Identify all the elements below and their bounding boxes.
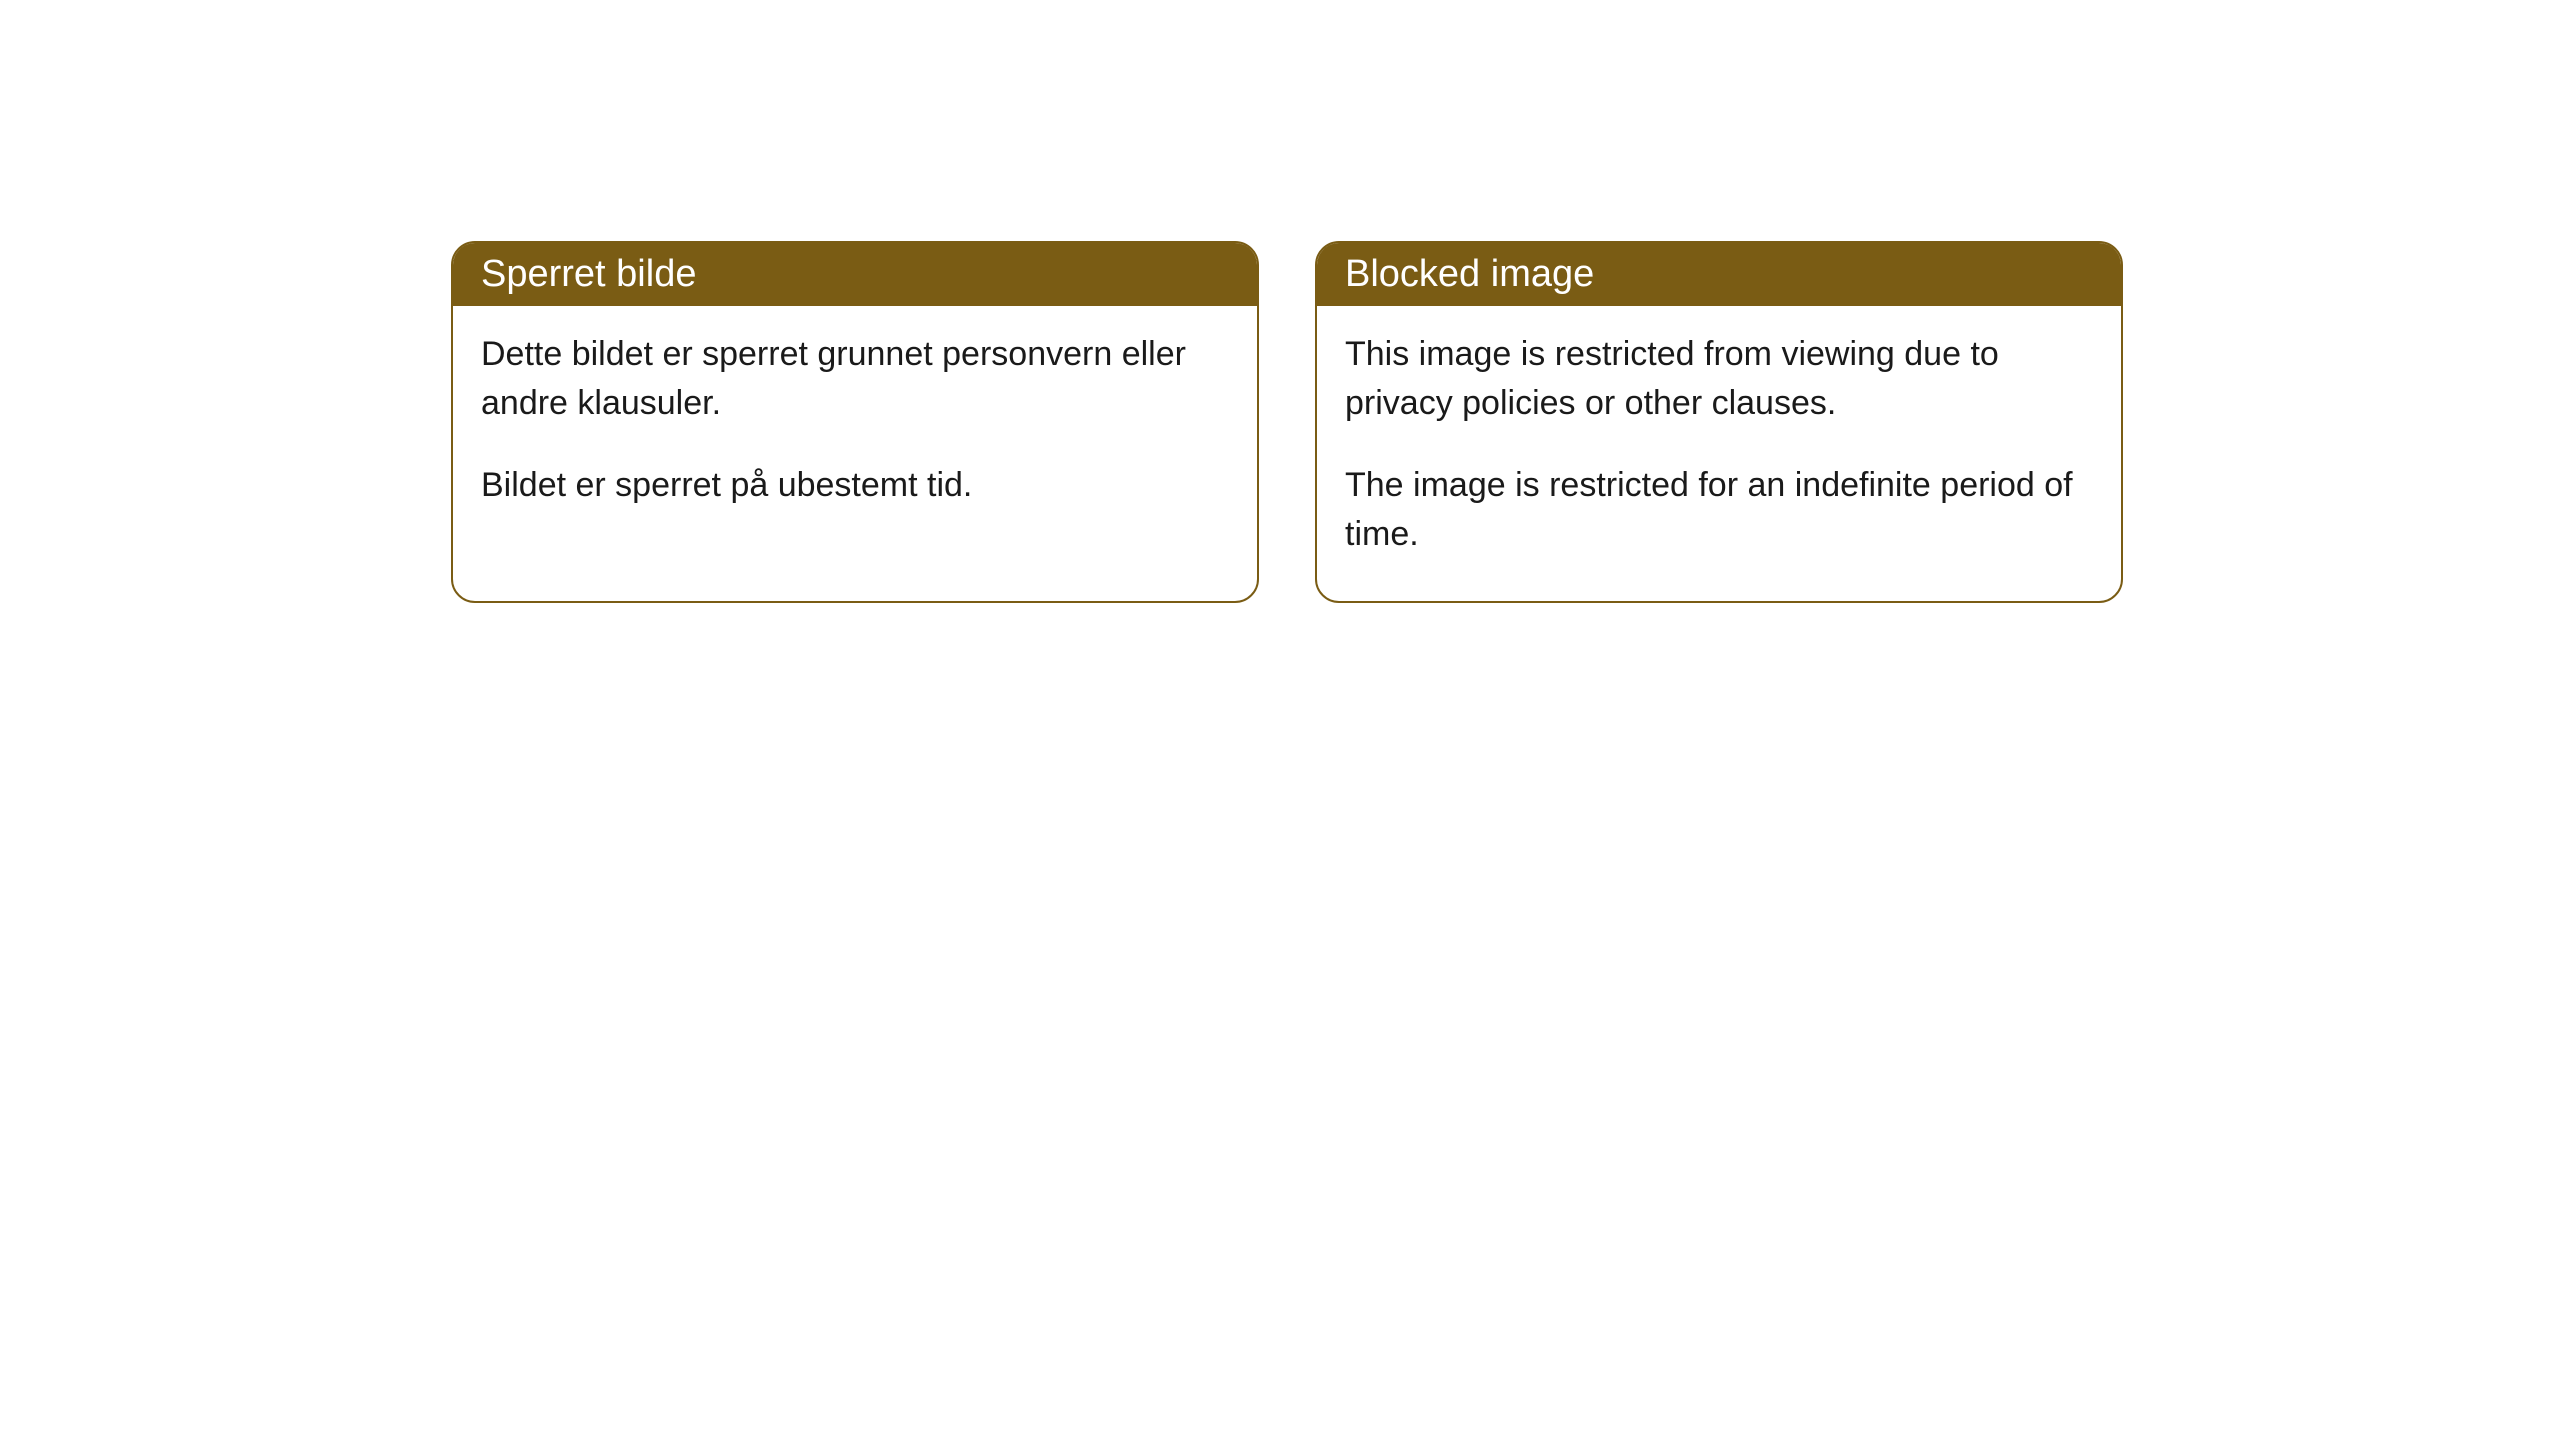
card-header: Blocked image xyxy=(1317,243,2121,306)
card-paragraph: Bildet er sperret på ubestemt tid. xyxy=(481,461,1229,510)
card-title: Blocked image xyxy=(1345,253,1594,295)
card-body: Dette bildet er sperret grunnet personve… xyxy=(453,306,1257,552)
card-paragraph: Dette bildet er sperret grunnet personve… xyxy=(481,330,1229,429)
card-paragraph: The image is restricted for an indefinit… xyxy=(1345,461,2093,560)
notice-cards-container: Sperret bilde Dette bildet er sperret gr… xyxy=(451,241,2123,603)
card-header: Sperret bilde xyxy=(453,243,1257,306)
card-title: Sperret bilde xyxy=(481,253,696,295)
card-paragraph: This image is restricted from viewing du… xyxy=(1345,330,2093,429)
card-body: This image is restricted from viewing du… xyxy=(1317,306,2121,601)
blocked-image-card-norwegian: Sperret bilde Dette bildet er sperret gr… xyxy=(451,241,1259,603)
blocked-image-card-english: Blocked image This image is restricted f… xyxy=(1315,241,2123,603)
